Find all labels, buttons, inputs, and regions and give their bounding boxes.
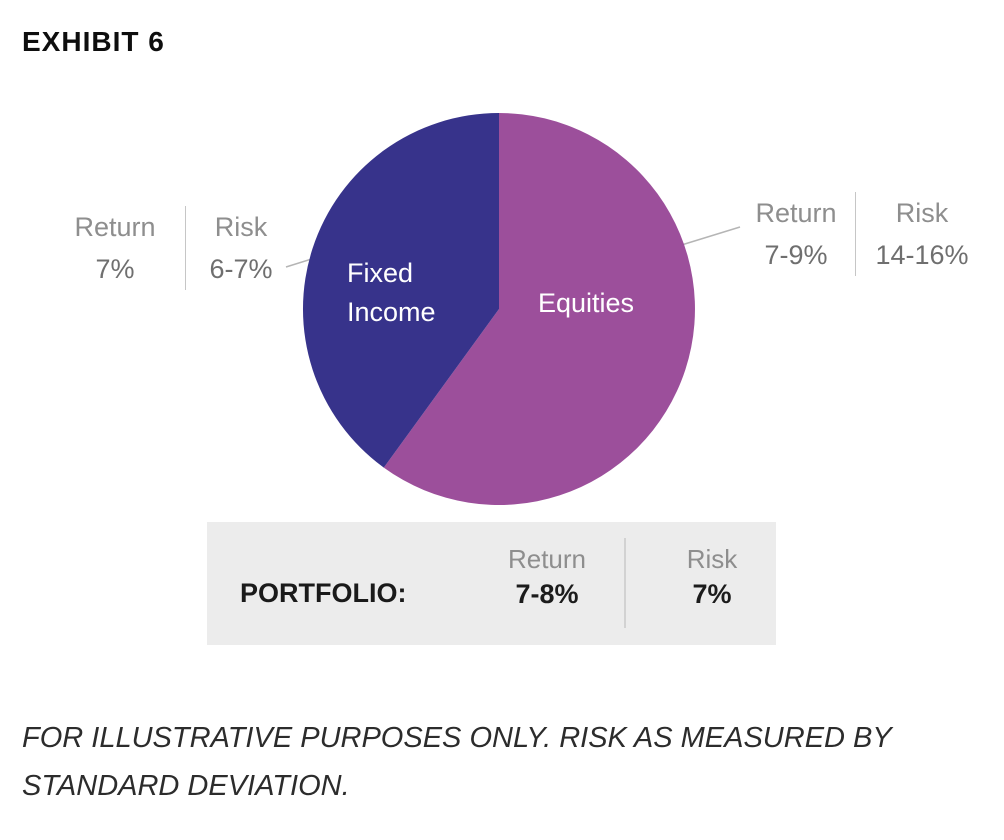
annotation-divider [185,206,186,290]
pie-slice-equities [383,113,695,506]
fixed-income-annotation: Return 7% Risk 6-7% [45,206,296,290]
equities-risk-value: 14-16% [875,240,969,270]
pie-slice-fixed-income [302,113,499,468]
equities-return-value: 7-9% [764,240,828,270]
disclaimer-text: FOR ILLUSTRATIVE PURPOSES ONLY. RISK AS … [22,714,892,810]
equities-return-column: Return 7-9% [737,192,855,276]
pie-chart: Fixed Income Equities [302,113,695,506]
equities-risk-column: Risk 14-16% [856,192,988,276]
portfolio-divider [624,538,626,628]
fixed-income-risk-value: 6-7% [209,254,273,284]
risk-header: Risk [214,212,268,242]
annotation-divider [855,192,856,276]
portfolio-risk-value: 7% [692,579,732,609]
equities-slice-label: Equities [538,288,634,318]
fixed-income-slice-label-line1: Fixed [347,258,413,288]
portfolio-return-header: Return [507,544,587,574]
portfolio-summary-box: PORTFOLIO: Return 7-8% Risk 7% [207,522,776,645]
return-header: Return [755,198,837,228]
disclaimer-line2: STANDARD DEVIATION. [22,770,350,802]
fixed-income-return-column: Return 7% [45,206,185,290]
portfolio-return-value: 7-8% [515,579,579,609]
return-header: Return [74,212,156,242]
fixed-income-slice-label-line2: Income [347,297,436,327]
disclaimer-line1: FOR ILLUSTRATIVE PURPOSES ONLY. RISK AS … [22,722,892,754]
risk-header: Risk [895,198,949,228]
page-title: EXHIBIT 6 [22,26,165,57]
portfolio-label: PORTFOLIO: [240,578,407,608]
fixed-income-risk-column: Risk 6-7% [186,206,296,290]
portfolio-risk-header: Risk [686,544,738,574]
equities-annotation: Return 7-9% Risk 14-16% [737,192,988,276]
fixed-income-return-value: 7% [95,254,135,284]
